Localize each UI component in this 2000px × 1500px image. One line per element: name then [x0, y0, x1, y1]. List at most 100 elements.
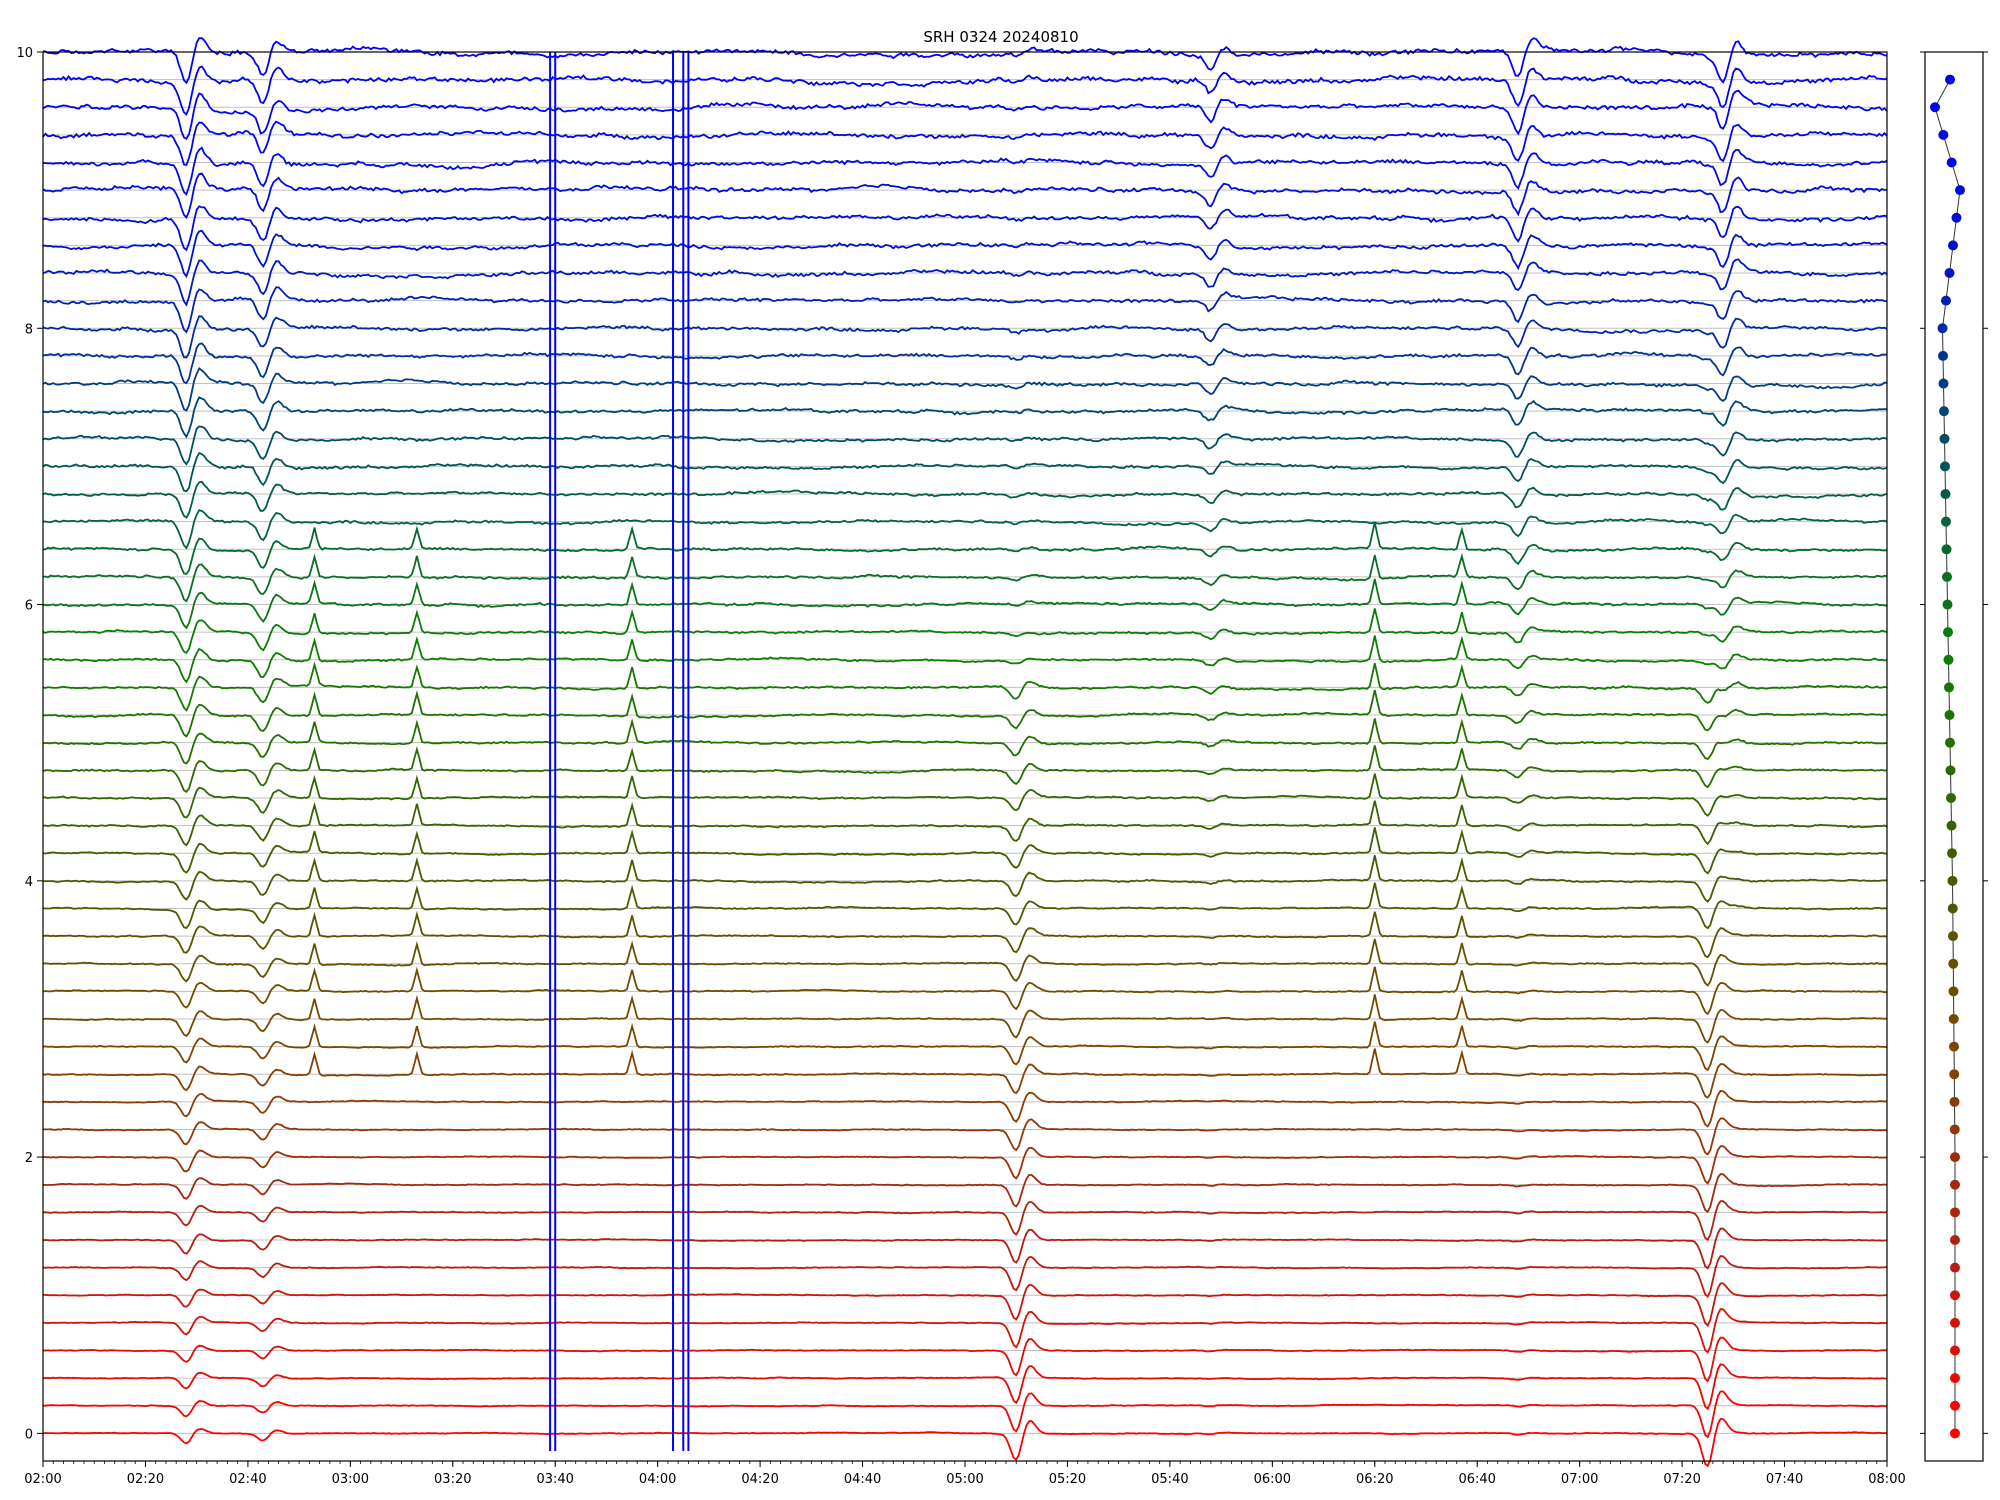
series-line [43, 1282, 1888, 1328]
y-tick-label: 10 [16, 46, 33, 61]
side-dot [1946, 157, 1957, 168]
side-panel [1920, 51, 1988, 1462]
side-dot [1950, 1345, 1960, 1356]
side-panel-frame [1924, 51, 1984, 1462]
x-tick-label: 04:00 [639, 1472, 676, 1487]
side-dot [1948, 986, 1959, 997]
series-line [42, 1021, 1888, 1072]
y-tick-label: 6 [25, 599, 33, 614]
side-dot [1948, 958, 1959, 969]
side-dot [1950, 1428, 1960, 1439]
series-line [42, 773, 1888, 819]
series-line [42, 855, 1888, 903]
y-tick-label: 2 [25, 1151, 33, 1166]
series-line [42, 89, 1888, 141]
side-dot [1941, 516, 1951, 527]
side-dot [1943, 654, 1954, 665]
series-line [42, 205, 1888, 252]
series-line [42, 552, 1888, 603]
y-tick-label: 8 [25, 322, 33, 337]
side-dot [1948, 1013, 1959, 1024]
series-line [42, 718, 1888, 765]
side-dot [1948, 240, 1958, 251]
x-tick-label: 02:20 [127, 1472, 164, 1487]
side-dot [1949, 1124, 1960, 1135]
x-tick-label: 03:00 [332, 1472, 369, 1487]
x-tick-label: 07:20 [1663, 1472, 1700, 1487]
plot-frame [42, 51, 1888, 1462]
series-line [42, 146, 1888, 196]
y-axis: 0 2 4 6 8 10 [16, 46, 43, 1442]
side-dot [1944, 710, 1955, 721]
x-tick-label: 02:00 [24, 1472, 61, 1487]
side-dot [1942, 571, 1952, 582]
series-line [42, 1173, 1888, 1214]
series-line [42, 172, 1888, 219]
series-line [42, 578, 1888, 630]
x-tick-label: 07:00 [1561, 1472, 1598, 1487]
side-dot [1950, 1234, 1960, 1245]
x-tick-label: 06:40 [1458, 1472, 1495, 1487]
side-dot [1945, 74, 1955, 85]
side-dot [1944, 268, 1955, 279]
side-dot [1950, 1179, 1960, 1190]
side-dot [1944, 682, 1954, 693]
side-dot [1950, 1400, 1960, 1411]
side-dot [1930, 102, 1940, 113]
side-dot [1950, 1152, 1960, 1163]
series-line [43, 522, 1888, 576]
x-tick-label: 03:20 [434, 1472, 471, 1487]
side-dot [1950, 1373, 1960, 1384]
side-dot [1948, 931, 1958, 942]
chart-title: SRH 0324 20240810 [923, 28, 1078, 46]
x-tick-label: 05:40 [1151, 1472, 1188, 1487]
x-tick-label: 08:00 [1868, 1472, 1905, 1487]
x-tick-label: 02:40 [229, 1472, 266, 1487]
series-line [42, 258, 1888, 307]
side-dot [1941, 295, 1951, 306]
series-line [42, 661, 1888, 712]
series-line [43, 229, 1888, 279]
x-axis: 02:00 02:20 02:40 03:00 03:20 03:40 04:00 04:20… [24, 1461, 1906, 1487]
series-line [42, 315, 1888, 359]
side-dot [1946, 820, 1957, 831]
series-line [42, 1308, 1888, 1354]
series-line [42, 451, 1888, 493]
series-line [42, 827, 1887, 875]
side-dot [1941, 544, 1952, 555]
side-dot [1939, 433, 1950, 444]
series-line [42, 1363, 1888, 1411]
series-line [42, 65, 1888, 116]
series-line [43, 689, 1888, 738]
series-line [42, 396, 1887, 439]
series-line [42, 425, 1888, 466]
series-line [42, 367, 1888, 412]
side-dot [1946, 792, 1956, 803]
series-line [42, 966, 1888, 1016]
side-dot [1955, 185, 1965, 196]
series-line [42, 1336, 1888, 1383]
x-tick-label: 04:20 [741, 1472, 778, 1487]
series-line [43, 1090, 1888, 1128]
side-dot [1949, 1069, 1960, 1080]
x-tick-label: 03:40 [536, 1472, 573, 1487]
x-tick-label: 05:20 [1049, 1472, 1086, 1487]
series-line [42, 938, 1888, 987]
side-dot [1947, 848, 1957, 859]
side-dot [1943, 627, 1953, 638]
series-line [42, 994, 1888, 1044]
series-line [42, 1227, 1888, 1270]
series-line [42, 882, 1888, 930]
series-line [42, 910, 1888, 959]
side-dot [1950, 1262, 1960, 1273]
series-line [42, 480, 1888, 519]
series-line [42, 745, 1888, 793]
series-group [42, 37, 1888, 1468]
side-dot [1938, 378, 1949, 389]
series-line [43, 1117, 1887, 1156]
series-line [42, 286, 1888, 334]
side-dot [1950, 1207, 1960, 1218]
series-line [42, 120, 1888, 167]
side-dot [1945, 765, 1956, 776]
